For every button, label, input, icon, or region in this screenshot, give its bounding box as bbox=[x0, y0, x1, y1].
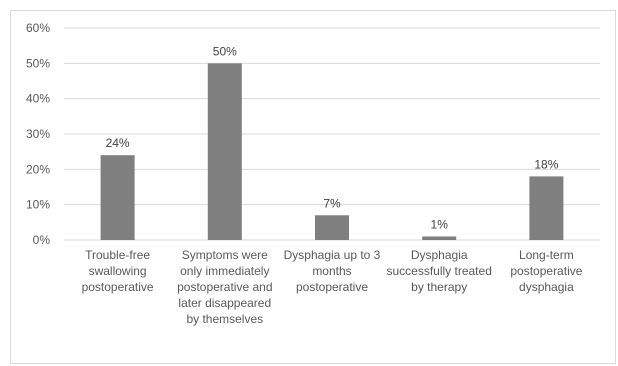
data-label: 50% bbox=[213, 44, 237, 58]
category-label: Symptoms were only immediately postopera… bbox=[177, 248, 273, 326]
bar-1 bbox=[100, 155, 135, 240]
category-label: Long-term postoperative dysphagia bbox=[510, 248, 583, 294]
data-label: 24% bbox=[106, 136, 130, 150]
data-label: 7% bbox=[323, 196, 341, 210]
category-label: Dysphagia successfully treated by therap… bbox=[386, 248, 492, 294]
bar-3 bbox=[315, 215, 349, 240]
y-tick-label: 20% bbox=[26, 162, 50, 176]
y-tick-label: 60% bbox=[26, 21, 50, 35]
bar-2 bbox=[207, 63, 242, 241]
y-tick-label: 50% bbox=[26, 56, 50, 70]
y-tick-label: 10% bbox=[26, 198, 50, 212]
bar-4 bbox=[422, 236, 457, 240]
y-tick-label: 30% bbox=[26, 127, 50, 141]
category-label: Dysphagia up to 3 months postoperative bbox=[283, 248, 381, 294]
bar-5 bbox=[529, 176, 564, 240]
chart-frame bbox=[10, 10, 616, 364]
data-label: 18% bbox=[534, 157, 558, 171]
y-tick-label: 0% bbox=[33, 233, 51, 247]
data-label: 1% bbox=[431, 217, 449, 231]
y-tick-label: 40% bbox=[26, 92, 50, 106]
category-label: Trouble-free swallowing postoperative bbox=[81, 248, 154, 294]
